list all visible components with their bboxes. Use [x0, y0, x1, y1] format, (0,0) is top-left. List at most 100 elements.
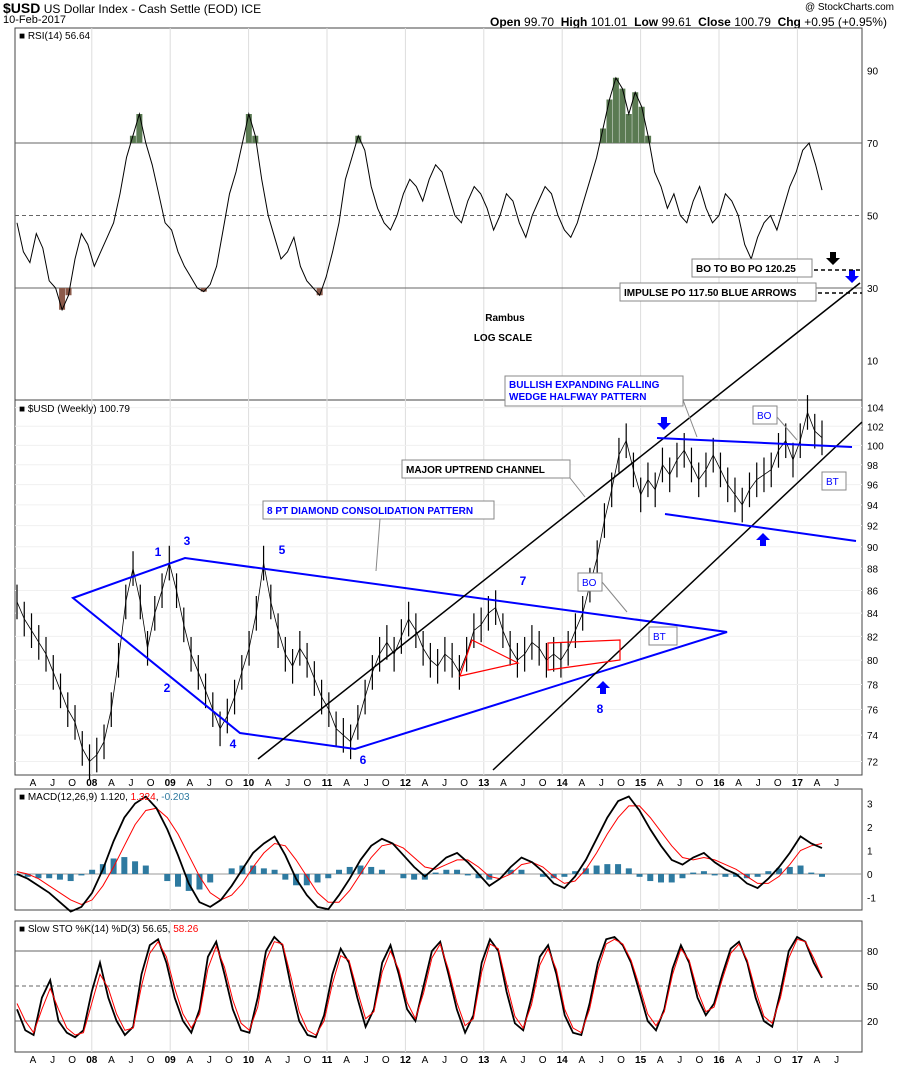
price-xlabel-0: A: [30, 778, 37, 789]
sto-xlabel-22: O: [460, 1055, 468, 1066]
bt-label-1: BT: [653, 632, 666, 643]
macd-histogram-bar: [78, 874, 85, 876]
wedge-upper-line: [656, 437, 853, 448]
bo-to-bo-label-box: [691, 258, 813, 278]
diamond-pattern: [70, 556, 728, 751]
rambus-label: Rambus: [485, 313, 525, 324]
rsi-overbought-fill: [245, 114, 252, 143]
rsi-overbought-fill: [612, 77, 619, 143]
rsi-overbought-fill: [129, 135, 136, 143]
price-xlabel-25: J: [521, 778, 526, 789]
macd-histogram-bar: [700, 871, 707, 874]
sto-xlabel-10: O: [225, 1055, 233, 1066]
rsi-oversold-fill: [316, 288, 323, 296]
macd-histogram-bar: [346, 866, 353, 874]
sto-xlabel-19: 12: [400, 1055, 412, 1066]
ohlc-readout: Open 99.70 High 101.01 Low 99.61 Close 1…: [490, 15, 887, 29]
macd-histogram-bar: [722, 874, 729, 877]
sto-xlabel-38: O: [774, 1055, 782, 1066]
rsi-panel-frame: [14, 27, 863, 401]
rsi-overbought-fill: [645, 135, 652, 143]
macd-panel-frame: [14, 788, 863, 911]
price-ytick-88: 88: [867, 564, 879, 575]
macd-histogram-bar: [400, 874, 407, 879]
macd-histogram-bar: [475, 874, 482, 879]
change-value: +0.95 (+0.95%): [804, 15, 887, 29]
instrument-name: US Dollar Index - Cash Settle (EOD) ICE: [43, 2, 262, 16]
macd-histogram-bar: [121, 857, 128, 874]
price-xlabel-36: A: [735, 778, 742, 789]
macd-histogram-bar: [786, 866, 793, 874]
chart-symbol-title: $USD US Dollar Index - Cash Settle (EOD)…: [3, 0, 261, 16]
sto-legend: ■ Slow STO %K(14) %D(3) 56.65, 58.26: [19, 924, 199, 935]
sto-xlabel-30: O: [617, 1055, 625, 1066]
sto-k-line: [16, 935, 823, 1039]
price-ytick-86: 86: [867, 587, 879, 598]
price-xlabel-11: 10: [243, 778, 255, 789]
blue-arrow-up-point-8: [596, 681, 610, 694]
price-xlabel-29: J: [599, 778, 604, 789]
pattern-point-2: 2: [164, 681, 171, 695]
macd-histogram-bar: [443, 869, 450, 874]
macd-histogram-bar: [539, 874, 546, 877]
price-xlabel-5: J: [129, 778, 134, 789]
price-xlabel-7: 09: [165, 778, 177, 789]
sto-xlabel-3: 08: [86, 1055, 98, 1066]
macd-signal-line: [16, 805, 823, 906]
sto-xlabel-37: J: [756, 1055, 761, 1066]
sto-ytick-50: 50: [867, 982, 879, 993]
price-xlabel-2: O: [68, 778, 76, 789]
macd-histogram-bar: [625, 868, 632, 874]
price-xlabel-12: A: [265, 778, 272, 789]
blue-arrow-down-wedge: [657, 417, 671, 430]
sto-xlabel-9: J: [207, 1055, 212, 1066]
macd-histogram-bar: [314, 874, 321, 883]
rsi-overbought-fill: [136, 114, 143, 143]
sto-xlabel-14: O: [304, 1055, 312, 1066]
rsi-overbought-fill: [619, 88, 626, 143]
macd-line: [16, 795, 823, 913]
sto-xlabel-23: 13: [478, 1055, 490, 1066]
diamond-pattern-label: 8 PT DIAMOND CONSOLIDATION PATTERN: [267, 506, 473, 517]
price-xlabel-19: 12: [400, 778, 412, 789]
price-xlabel-41: J: [834, 778, 839, 789]
macd-histogram-bar: [67, 874, 74, 882]
macd-histogram-bar: [572, 871, 579, 874]
diamond-pattern-label-box: [262, 500, 495, 520]
rsi-line: [16, 76, 823, 312]
sto-xlabel-12: A: [265, 1055, 272, 1066]
low-value: 99.61: [661, 15, 692, 29]
price-ytick-90: 90: [867, 543, 879, 554]
sto-xlabel-31: 15: [635, 1055, 647, 1066]
sto-xlabel-2: O: [68, 1055, 76, 1066]
macd-histogram-bar: [808, 872, 815, 874]
bo-label-2: BO: [757, 411, 772, 422]
sto-xlabel-29: J: [599, 1055, 604, 1066]
uptrend-channel-label-box: [401, 459, 571, 479]
rsi-overbought-fill: [606, 99, 613, 143]
price-panel-frame: [14, 399, 863, 776]
sto-xlabel-21: J: [442, 1055, 447, 1066]
price-xlabel-34: O: [696, 778, 704, 789]
bo-label-1: BO: [582, 578, 597, 589]
price-xlabel-27: 14: [557, 778, 569, 789]
price-ytick-74: 74: [867, 731, 879, 742]
macd-legend: ■ MACD(12,26,9) 1.120, 1.324, -0.203: [19, 792, 190, 803]
price-xlabel-33: J: [677, 778, 682, 789]
wedge-label-pointer: [682, 399, 698, 438]
pattern-point-5: 5: [279, 543, 286, 557]
macd-histogram-bar: [615, 864, 622, 874]
macd-histogram-bar: [207, 874, 214, 883]
price-xlabel-15: 11: [322, 778, 333, 789]
price-ytick-100: 100: [867, 441, 884, 452]
sto-xlabel-25: J: [521, 1055, 526, 1066]
price-xlabel-24: A: [500, 778, 507, 789]
rsi-oversold-fill: [59, 288, 66, 310]
price-xlabel-23: 13: [478, 778, 490, 789]
macd-histogram-bar: [647, 874, 654, 882]
price-xlabel-21: J: [442, 778, 447, 789]
sto-xlabel-4: A: [108, 1055, 115, 1066]
macd-histogram-bar: [260, 868, 267, 874]
macd-histogram-bar: [561, 874, 568, 877]
